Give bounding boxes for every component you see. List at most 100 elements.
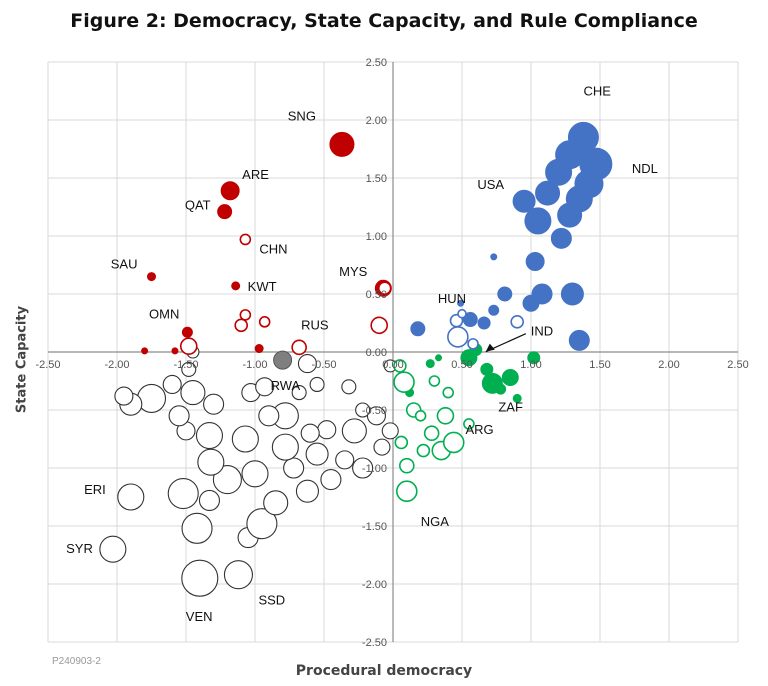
bubble-blue bbox=[522, 294, 540, 312]
bubble-blue bbox=[490, 253, 498, 261]
bubble-white bbox=[300, 423, 320, 443]
bubble-green bbox=[398, 457, 415, 474]
bubble-green-nga bbox=[395, 480, 418, 503]
bubble-green bbox=[501, 369, 519, 387]
point-label-usa: USA bbox=[477, 177, 504, 192]
bubble-red bbox=[370, 316, 389, 335]
bubble-blue bbox=[457, 308, 467, 319]
bubble-green bbox=[425, 359, 435, 369]
y-tick-label: 0.00 bbox=[366, 347, 387, 359]
bubble-blue bbox=[447, 326, 469, 348]
bubble-green bbox=[393, 359, 407, 373]
bubble-blue bbox=[535, 180, 561, 206]
bubble-white bbox=[309, 376, 325, 393]
point-label-nga: NGA bbox=[421, 514, 450, 529]
point-label-mys: MYS bbox=[339, 264, 368, 279]
bubble-white-ssd bbox=[223, 560, 253, 590]
x-tick-label: 0.50 bbox=[451, 359, 472, 371]
x-tick-label: -2.50 bbox=[35, 359, 60, 371]
bubble-green bbox=[428, 375, 441, 387]
point-label-sng: SNG bbox=[288, 108, 316, 123]
bubble-white-eri bbox=[117, 483, 145, 511]
bubble-blue bbox=[550, 227, 572, 249]
bubble-white bbox=[198, 489, 221, 512]
bubble-blue bbox=[545, 158, 573, 186]
bubble-red bbox=[234, 318, 248, 333]
point-label-ven: VEN bbox=[186, 609, 213, 624]
bubble-green bbox=[416, 443, 431, 458]
point-label-ind: IND bbox=[531, 324, 553, 339]
x-tick-label: 2.00 bbox=[658, 359, 679, 371]
y-tick-label: 2.50 bbox=[366, 57, 387, 69]
ind-arrow-head bbox=[485, 343, 495, 352]
bubble-green bbox=[527, 351, 541, 365]
y-tick-label: 2.00 bbox=[366, 115, 387, 127]
bubble-white bbox=[246, 508, 278, 540]
bubble-red bbox=[141, 347, 149, 355]
point-label-ndl: NDL bbox=[632, 161, 658, 176]
bubble-white bbox=[355, 402, 371, 418]
bubble-white bbox=[231, 425, 259, 453]
bubble-red-chn bbox=[239, 233, 252, 246]
bubble-white bbox=[291, 385, 307, 401]
bubble-blue bbox=[477, 316, 491, 330]
bubble-blue bbox=[497, 286, 513, 302]
bubble-green bbox=[463, 418, 475, 430]
bubble-blue bbox=[488, 304, 500, 316]
bubble-red bbox=[377, 281, 392, 296]
bubble-blue bbox=[557, 202, 583, 228]
y-tick-label: 1.00 bbox=[366, 231, 387, 243]
bubble-white-syr bbox=[99, 535, 127, 563]
y-tick-label: -2.00 bbox=[362, 579, 387, 591]
bubble-white bbox=[335, 450, 355, 470]
x-tick-label: -1.50 bbox=[173, 359, 198, 371]
point-label-eri: ERI bbox=[84, 482, 106, 497]
bubble-white bbox=[181, 361, 197, 377]
bubble-white-ven bbox=[181, 559, 219, 597]
bubble-red-sau bbox=[147, 272, 156, 282]
bubble-green bbox=[480, 362, 494, 376]
bubble-white bbox=[241, 460, 269, 488]
bubble-blue bbox=[525, 252, 545, 272]
x-tick-label: 1.00 bbox=[520, 359, 541, 371]
bubble-blue-hun bbox=[410, 321, 426, 337]
y-tick-label: 1.50 bbox=[366, 173, 387, 185]
bubble-white bbox=[136, 383, 167, 413]
point-label-chn: CHN bbox=[259, 241, 287, 256]
bubble-red bbox=[171, 347, 179, 355]
bubble-blue bbox=[560, 282, 584, 306]
bubble-white bbox=[295, 479, 319, 503]
bubble-white bbox=[341, 418, 367, 444]
bubble-white bbox=[352, 457, 374, 479]
bubble-red bbox=[254, 344, 264, 354]
point-label-sau: SAU bbox=[111, 257, 138, 272]
x-tick-label: 2.50 bbox=[727, 359, 748, 371]
y-tick-label: -1.00 bbox=[362, 463, 387, 475]
x-tick-label: -2.00 bbox=[104, 359, 129, 371]
bubble-white bbox=[181, 512, 213, 544]
bubble-red-qat bbox=[217, 204, 233, 220]
bubble-green-arg bbox=[436, 406, 455, 425]
bubble-white bbox=[162, 374, 182, 395]
point-label-omn: OMN bbox=[149, 306, 179, 321]
bubble-green bbox=[512, 393, 522, 403]
bubble-white bbox=[258, 405, 280, 427]
bubble-white bbox=[381, 422, 399, 440]
bubble-white bbox=[373, 438, 391, 456]
bubble-white bbox=[320, 469, 342, 491]
point-label-rwa: RWA bbox=[271, 378, 301, 393]
bubble-red bbox=[179, 337, 198, 356]
y-tick-label: -0.50 bbox=[362, 405, 387, 417]
bubble-white bbox=[203, 393, 225, 415]
y-tick-label: -2.50 bbox=[362, 637, 387, 649]
bubble-blue bbox=[568, 329, 590, 351]
figure-code: P240903-2 bbox=[52, 656, 101, 667]
bubble-red-rus bbox=[291, 339, 307, 356]
point-label-che: CHE bbox=[583, 83, 611, 98]
bubble-green bbox=[414, 409, 427, 422]
bubble-white bbox=[114, 386, 134, 406]
bubble-green bbox=[495, 383, 507, 395]
bubble-white bbox=[305, 442, 329, 466]
bubble-gray-rwa bbox=[273, 350, 293, 370]
